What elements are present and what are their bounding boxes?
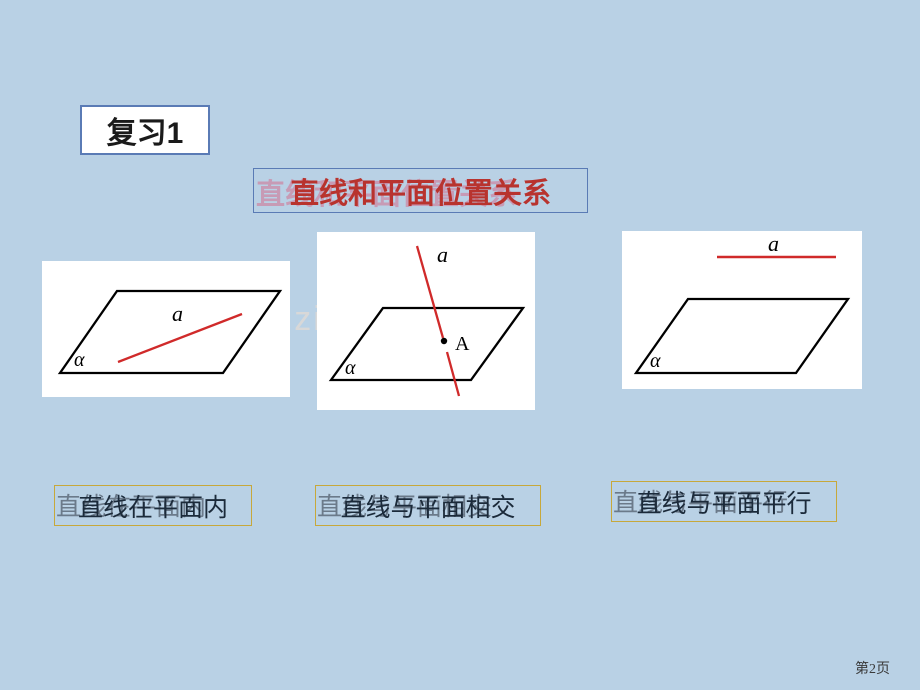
caption-line-in-plane: 直线在平面内 直线在平面内 [54, 485, 252, 526]
caption-line-parallel-plane: 直线与平面平行 直线与平面平行 [611, 481, 837, 522]
diagram-line-intersects-plane: α a A [317, 232, 535, 410]
svg-text:a: a [172, 301, 183, 326]
diagram-svg-1: α a A [317, 232, 535, 410]
svg-text:α: α [345, 357, 356, 379]
svg-text:α: α [650, 350, 661, 372]
svg-text:A: A [455, 333, 470, 355]
diagram-svg-2: αa [622, 231, 862, 389]
svg-text:α: α [74, 349, 85, 371]
caption-text-0: 直线在平面内 [78, 488, 228, 524]
caption-text-2: 直线与平面平行 [636, 484, 811, 520]
svg-text:a: a [768, 231, 779, 256]
caption-line-intersects-plane: 直线与平面相交 直线与平面相交 [315, 485, 541, 526]
caption-text-1: 直线与平面相交 [340, 488, 515, 524]
diagram-line-in-plane: αa [42, 261, 290, 397]
svg-text:a: a [437, 242, 448, 267]
diagram-svg-0: αa [42, 261, 290, 397]
page-number: 第2页 [855, 658, 890, 678]
diagram-line-parallel-plane: αa [622, 231, 862, 389]
title-text: 直线和平面位置关系 [290, 170, 551, 212]
review-label: 复习1 [107, 108, 184, 152]
title-box: 直线和平面位置关系 直线和平面位置关系 [253, 168, 588, 213]
review-box: 复习1 [80, 105, 210, 155]
